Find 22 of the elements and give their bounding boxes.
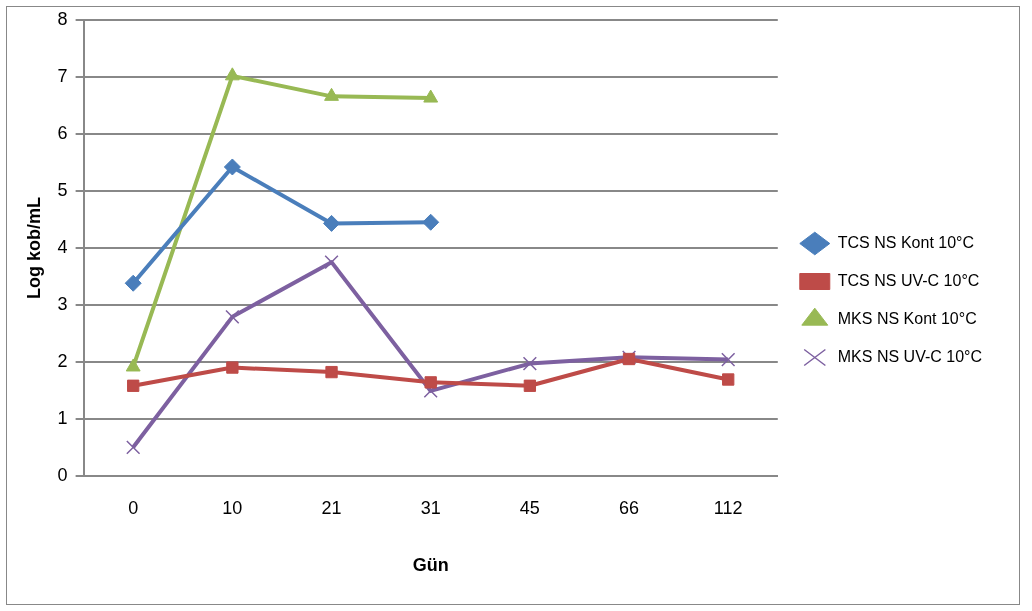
y-tick-label: 5 <box>57 179 68 200</box>
legend-label: MKS NS Kont 10°C <box>837 309 977 327</box>
x-tick-label: 0 <box>128 497 139 518</box>
x-tick-label: 66 <box>619 497 640 518</box>
legend-label: MKS NS UV-C 10°C <box>837 347 983 365</box>
y-tick-label: 4 <box>57 236 68 257</box>
x-tick-label: 10 <box>222 497 243 518</box>
x-axis-title: Gün <box>412 555 449 576</box>
x-tick-label: 31 <box>420 497 441 518</box>
legend-label: TCS NS UV-C 10°C <box>837 271 980 289</box>
y-axis-title: Log kob/mL <box>23 196 44 299</box>
y-tick-label: 8 <box>57 8 68 29</box>
y-tick-label: 1 <box>57 407 68 428</box>
x-tick-label: 21 <box>321 497 342 518</box>
x-tick-label: 45 <box>519 497 540 518</box>
y-tick-label: 0 <box>57 464 68 485</box>
x-tick-label: 112 <box>713 497 743 518</box>
legend-label: TCS NS Kont 10°C <box>837 233 975 251</box>
y-tick-label: 7 <box>57 65 68 86</box>
y-tick-label: 2 <box>57 350 68 371</box>
y-tick-label: 6 <box>57 122 68 143</box>
y-tick-label: 3 <box>57 293 68 314</box>
